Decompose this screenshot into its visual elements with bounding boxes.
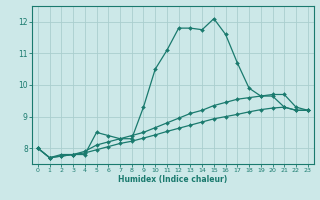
- X-axis label: Humidex (Indice chaleur): Humidex (Indice chaleur): [118, 175, 228, 184]
